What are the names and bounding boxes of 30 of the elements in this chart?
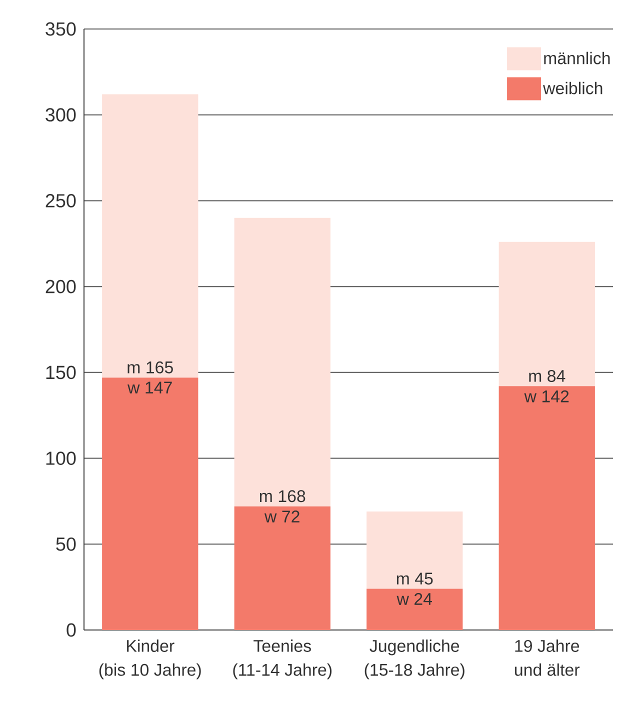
- y-tick-label: 0: [66, 623, 76, 637]
- data-label: m 84: [529, 370, 566, 382]
- bar: [498, 386, 595, 630]
- bar: [366, 588, 463, 630]
- y-tick-label: 300: [46, 108, 76, 122]
- bar: [234, 218, 330, 506]
- legend-label: weiblich: [543, 82, 602, 94]
- y-tick-label: 250: [46, 194, 76, 208]
- bar: [102, 378, 198, 630]
- data-label: w 147: [128, 382, 172, 394]
- x-tick-label: Kinder (bis 10 Jahre): [99, 640, 201, 680]
- data-label: w 72: [264, 510, 300, 522]
- y-tick-label: 50: [56, 537, 76, 551]
- y-tick-label: 200: [46, 280, 76, 294]
- data-label: w 142: [524, 390, 569, 402]
- bar: [102, 94, 198, 378]
- x-tick-label: 19 Jahre und älter: [515, 640, 580, 676]
- x-tick-label: Teenies (11-14 Jahre): [233, 640, 332, 680]
- data-label: w 24: [396, 592, 432, 605]
- bar: [234, 506, 330, 630]
- bar: [366, 512, 463, 589]
- y-tick-label: 100: [46, 452, 76, 465]
- bar: [498, 242, 595, 386]
- y-tick-label: 150: [46, 366, 76, 380]
- legend-label: männlich: [544, 52, 610, 64]
- data-label: m 165: [128, 361, 173, 374]
- y-tick-label: 350: [46, 22, 76, 36]
- data-label: m 168: [260, 490, 306, 502]
- x-tick-label: Jugendliche (15-18 Jahre): [364, 640, 464, 680]
- data-label: m 45: [396, 572, 433, 585]
